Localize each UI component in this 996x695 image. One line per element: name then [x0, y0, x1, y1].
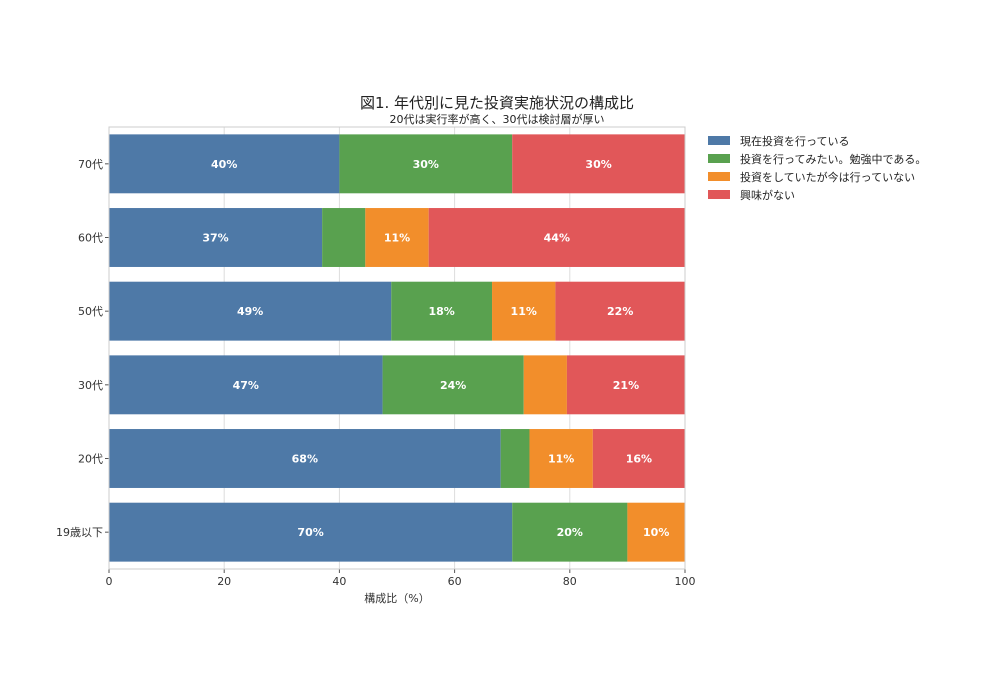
bar-value-label: 37%: [202, 232, 228, 245]
bar-segment: [365, 208, 429, 267]
legend-label: 投資をしていたが今は行っていない: [740, 170, 915, 184]
chart-title: 図1. 年代別に見た投資実施状況の構成比: [360, 94, 634, 112]
bar-segment: [529, 429, 593, 488]
axes-group: [105, 126, 686, 573]
bar-segment: [109, 502, 513, 562]
legend: 現在投資を行っている投資を行ってみたい。勉強中である。投資をしていたが今は行って…: [708, 134, 926, 202]
x-tick-label: 80: [563, 575, 577, 588]
bar-segment: [391, 281, 493, 341]
tick-labels: 0 20 40 60 80 100 70代 60代 50代 30代 20代 19歳以下: [56, 158, 696, 588]
bar-value-label: 47%: [233, 379, 259, 392]
y-tick-label: 19歳以下: [56, 526, 103, 539]
bar-segment: [523, 355, 567, 415]
x-tick-label: 100: [675, 575, 696, 588]
bar-segment: [109, 281, 392, 341]
y-tick-label: 60代: [78, 232, 103, 245]
bar-value-label: 22%: [607, 305, 633, 318]
bar-segment: [512, 134, 685, 194]
bar-value-label: 21%: [613, 379, 639, 392]
bar-segment: [566, 355, 685, 415]
bar-segment: [339, 134, 513, 194]
legend-label: 投資を行ってみたい。勉強中である。: [740, 152, 926, 166]
bar-segment: [592, 429, 685, 488]
bar-segment: [512, 502, 628, 562]
y-tick-label: 70代: [78, 158, 103, 171]
bar-segment: [492, 281, 556, 341]
bar-segment: [322, 208, 366, 267]
x-tick-label: 60: [448, 575, 462, 588]
bar-segment: [109, 355, 383, 415]
bar-value-label: 10%: [643, 526, 669, 539]
bar-value-label: 18%: [428, 305, 454, 318]
x-tick-label: 0: [106, 575, 113, 588]
bar-segment: [382, 355, 524, 415]
bar-value-label: 11%: [384, 232, 410, 245]
bars-group: 40% 30% 30% 37% 11% 44% 49% 18% 11% 22% 47% 24% 21% 6…: [109, 134, 685, 562]
bar-value-label: 30%: [413, 158, 439, 171]
bar-segment: [109, 134, 340, 194]
bar-value-label: 20%: [557, 526, 583, 539]
bar-value-label: 30%: [585, 158, 611, 171]
bar-segment: [109, 429, 501, 488]
legend-label: 興味がない: [740, 188, 795, 202]
bar-value-label: 70%: [297, 526, 323, 539]
bar-segment: [555, 281, 685, 341]
y-tick-label: 30代: [78, 379, 103, 392]
bar-value-label: 44%: [544, 232, 570, 245]
legend-swatch: [708, 136, 730, 145]
bar-segment: [428, 208, 685, 267]
bar-value-label: 40%: [211, 158, 237, 171]
legend-label: 現在投資を行っている: [740, 134, 849, 148]
legend-swatch: [708, 172, 730, 181]
bar-value-label: 11%: [548, 453, 574, 466]
bar-value-label: 16%: [626, 453, 652, 466]
bar-value-label: 24%: [440, 379, 466, 392]
bar-value-label: 49%: [237, 305, 263, 318]
y-tick-label: 50代: [78, 305, 103, 318]
chart-subtitle: 20代は実行率が高く、30代は検討層が厚い: [390, 112, 605, 126]
legend-swatch: [708, 154, 730, 163]
bar-segment: [500, 429, 530, 488]
plot-frame: [108, 126, 686, 570]
bar-value-label: 11%: [511, 305, 537, 318]
x-axis-label: 構成比（%）: [364, 592, 429, 605]
x-tick-label: 40: [332, 575, 346, 588]
legend-swatch: [708, 190, 730, 199]
x-tick-label: 20: [217, 575, 231, 588]
bar-value-label: 68%: [292, 453, 318, 466]
bar-segment: [627, 502, 685, 562]
bar-segment: [109, 208, 323, 267]
y-tick-label: 20代: [78, 453, 103, 466]
